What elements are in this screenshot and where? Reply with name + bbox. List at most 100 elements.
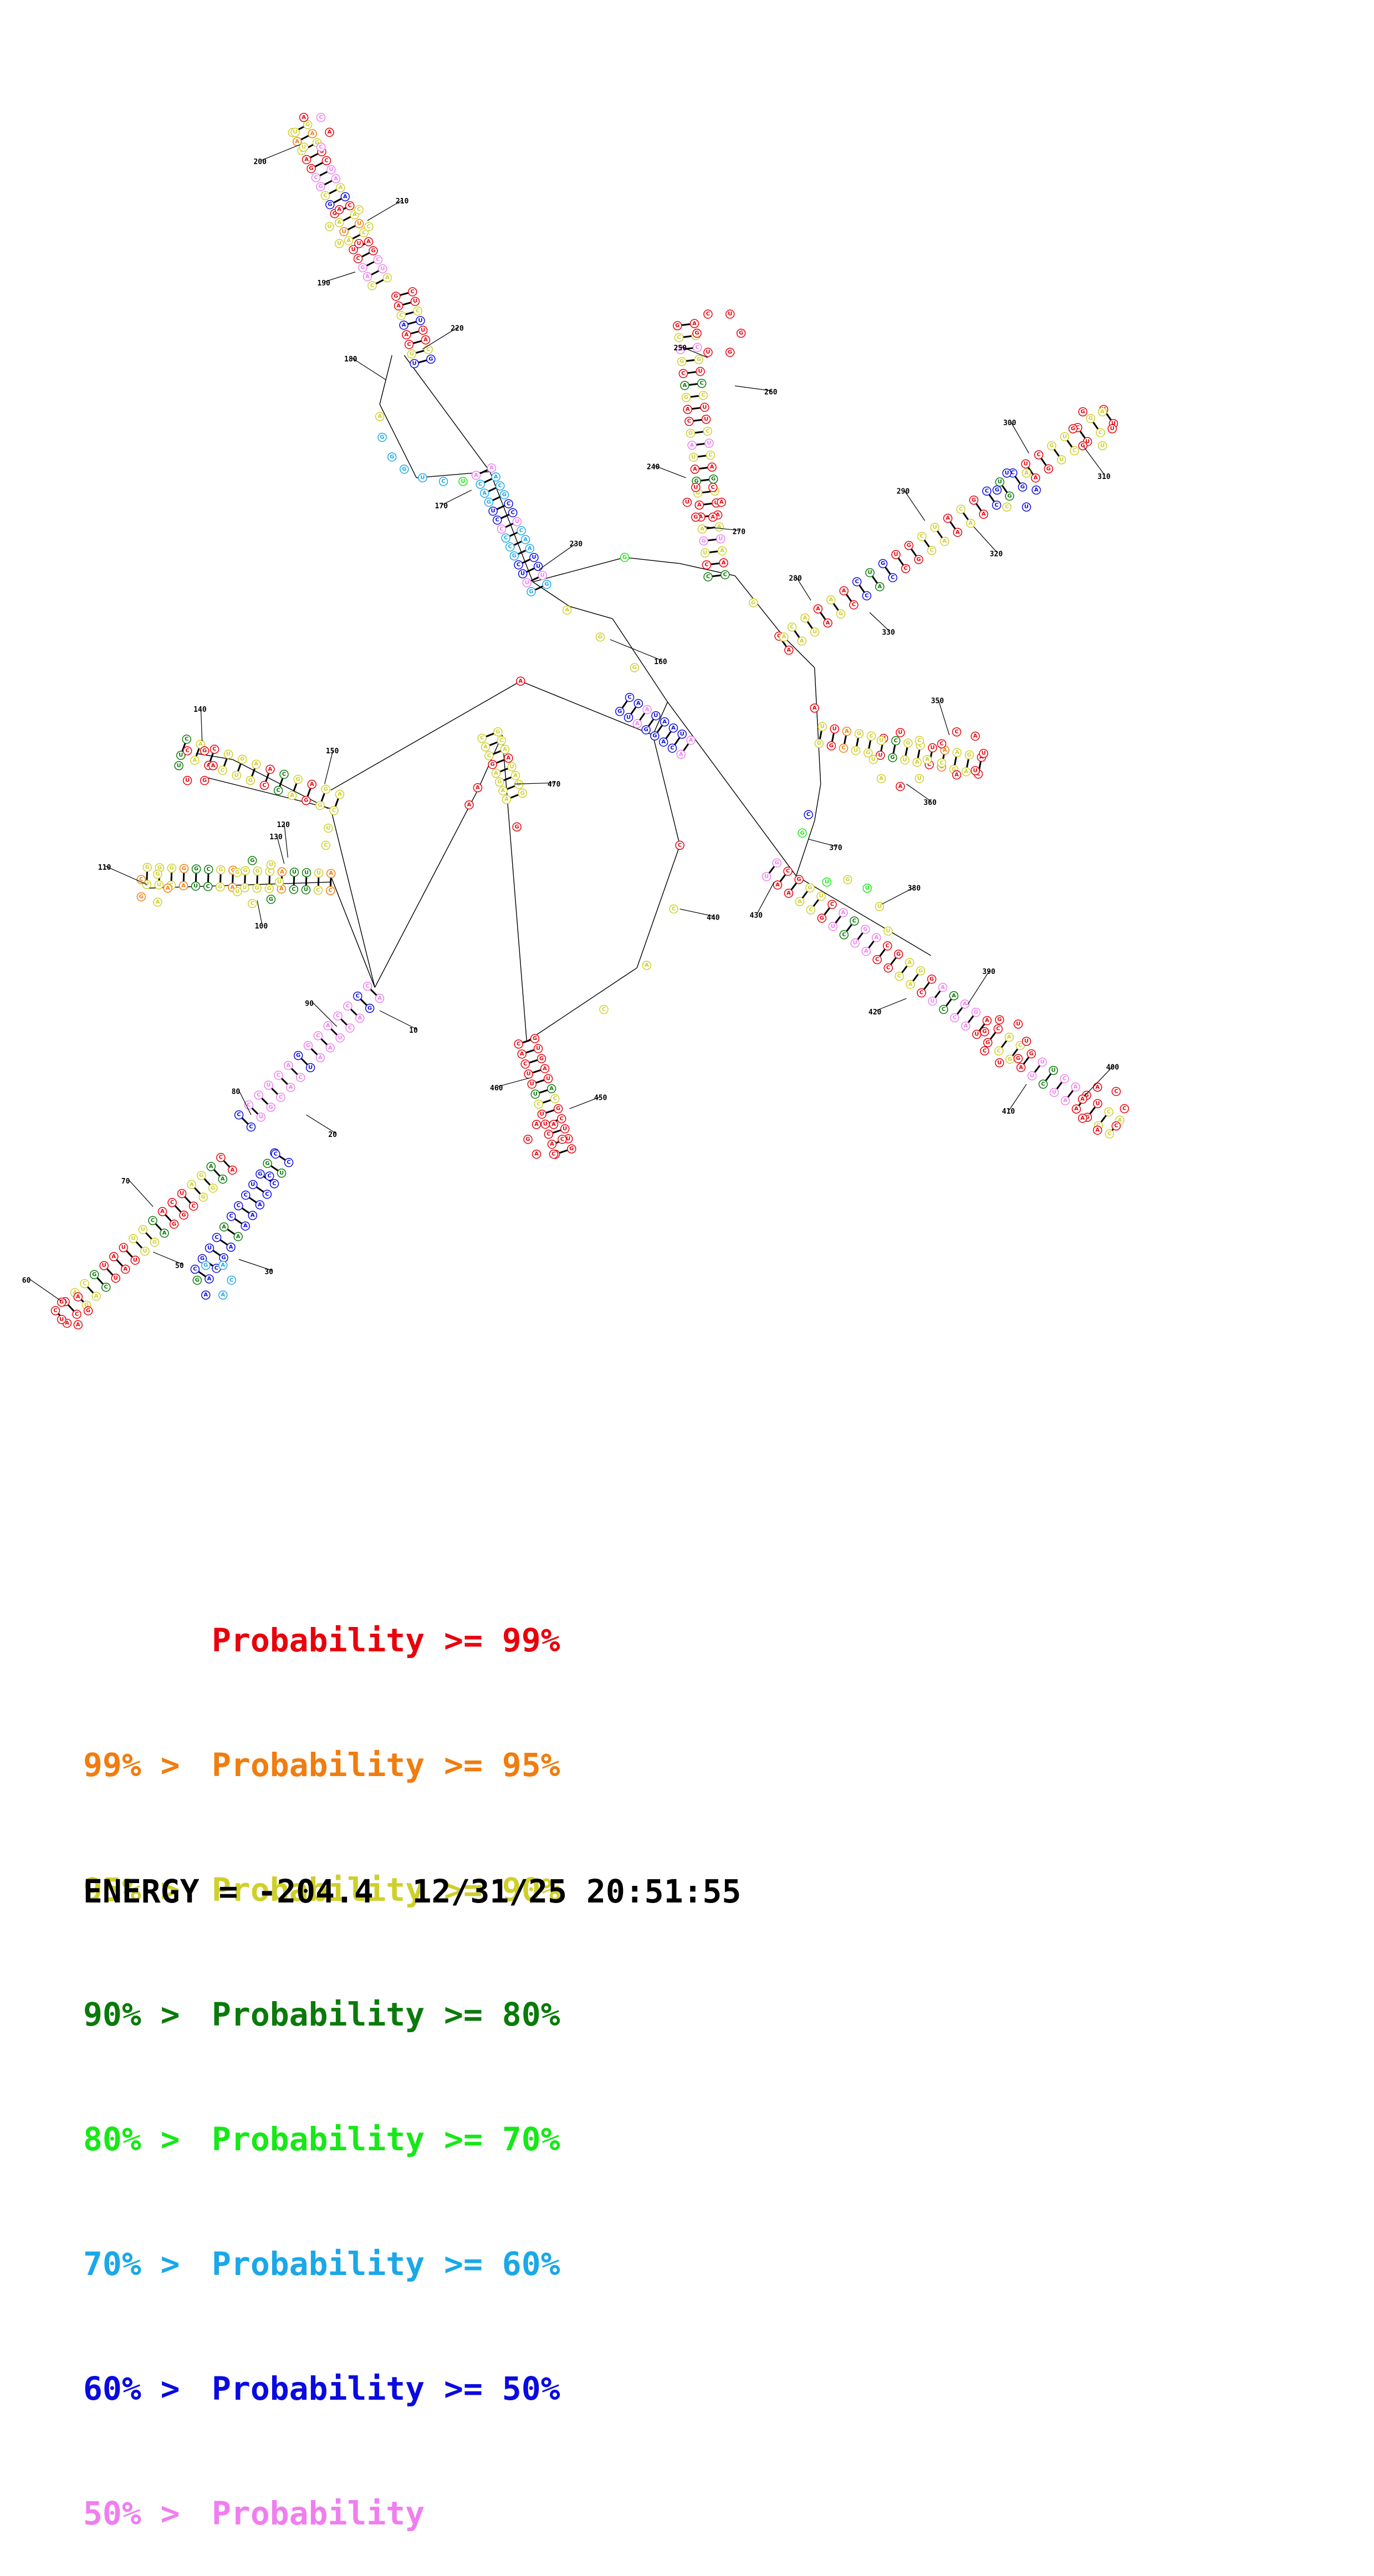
legend-row-50: 60% > Probability >= 50%: [83, 2368, 560, 2410]
nucleotide-letter: G: [487, 499, 491, 505]
nucleotide: [651, 711, 661, 721]
nucleotide: [358, 263, 367, 273]
label-leader: [324, 749, 334, 784]
nucleotide-letter: A: [700, 526, 704, 532]
nucleotide-letter: A: [1118, 1117, 1122, 1123]
nucleotide: [218, 1174, 228, 1184]
nucleotide-letter: U: [706, 349, 710, 355]
nucleotide: [334, 239, 344, 248]
nucleotide-letter: A: [719, 499, 724, 506]
nucleotide-letter: C: [324, 157, 328, 164]
nucleotide: [530, 1089, 540, 1099]
nucleotide: [226, 1242, 236, 1252]
nucleotide-letter: U: [917, 776, 922, 782]
nucleotide-letter: U: [877, 904, 882, 910]
nucleotide-letter: C: [244, 1192, 248, 1198]
nucleotide-letter: C: [499, 526, 503, 532]
nucleotide-letter: C: [917, 737, 921, 743]
nucleotide-letter: G: [269, 896, 273, 902]
nucleotide: [828, 922, 838, 931]
nucleotide-letter: C: [249, 1124, 253, 1130]
nucleotide-letter: C: [687, 419, 691, 425]
nucleotide: [274, 877, 284, 887]
nucleotide-letter: U: [703, 550, 707, 556]
nucleotide: [1096, 428, 1105, 437]
nucleotide: [495, 481, 505, 491]
nucleotide-letter: U: [131, 1236, 135, 1242]
position-label: 240: [647, 463, 660, 471]
nucleotide-letter: U: [157, 882, 161, 888]
nucleotide-letter: U: [351, 247, 356, 253]
nucleotide: [700, 548, 710, 558]
nucleotide: [850, 938, 860, 948]
nucleotide: [703, 572, 713, 581]
nucleotide: [418, 325, 428, 335]
nucleotide-letter: A: [842, 588, 846, 594]
nucleotide: [772, 858, 782, 868]
nucleotide: [1038, 1057, 1047, 1067]
nucleotide: [979, 748, 988, 758]
nucleotide: [517, 526, 526, 535]
nucleotide: [595, 632, 605, 642]
nucleotide-letter: U: [819, 893, 823, 899]
nucleotide-letter: C: [602, 1007, 606, 1013]
nucleotide-letter: C: [247, 1102, 251, 1108]
label-leader: [497, 1078, 529, 1087]
nucleotide-letter: G: [974, 1009, 978, 1016]
nucleotide-letter: A: [198, 741, 203, 747]
nucleotide: [599, 1004, 609, 1014]
nucleotide: [797, 636, 806, 646]
nucleotide: [375, 412, 385, 421]
nucleotide-letter: A: [328, 1045, 333, 1051]
nucleotide: [205, 1243, 214, 1253]
nucleotide: [290, 127, 300, 137]
nucleotide: [787, 622, 797, 632]
position-label: 250: [674, 344, 687, 353]
nucleotide-letter: G: [402, 466, 406, 472]
position-label: 90: [305, 999, 314, 1008]
nucleotide: [80, 1279, 89, 1288]
nucleotide: [179, 1210, 188, 1220]
nucleotide: [121, 1264, 130, 1274]
nucleotide-letter: A: [841, 910, 845, 916]
nucleotide: [1021, 1037, 1031, 1046]
position-label: 410: [1002, 1108, 1015, 1116]
nucleotide: [896, 728, 905, 737]
nucleotide-letter: A: [236, 1233, 241, 1239]
nucleotide: [905, 958, 915, 967]
nucleotide-letter: A: [209, 1164, 213, 1170]
nucleotide: [313, 1031, 323, 1040]
nucleotide: [1049, 1088, 1059, 1097]
nucleotide: [335, 789, 345, 799]
nucleotide-letter: U: [532, 554, 536, 560]
nucleotide-letter: U: [704, 416, 708, 422]
nucleotide: [690, 465, 700, 474]
nucleotide-letter: C: [504, 535, 508, 541]
nucleotide: [784, 645, 794, 655]
nucleotide: [938, 983, 948, 992]
nucleotide-letter: U: [102, 1263, 106, 1269]
nucleotide: [353, 991, 362, 1001]
nucleotide-letter: A: [94, 1293, 99, 1299]
nucleotide-letter: G: [890, 754, 895, 761]
nucleotide-letter: C: [704, 562, 708, 568]
nucleotide: [505, 542, 515, 552]
nucleotide-letter: C: [299, 1074, 303, 1080]
nucleotide: [549, 1149, 559, 1159]
nucleotide: [818, 722, 827, 732]
nucleotide-letter: G: [739, 330, 743, 336]
nucleotide-letter: C: [276, 787, 280, 793]
nucleotide-letter: G: [684, 394, 688, 400]
nucleotide: [642, 705, 652, 715]
nucleotide: [316, 182, 325, 191]
nucleotide-letter: U: [685, 499, 689, 506]
nucleotide-letter: G: [296, 776, 300, 782]
nucleotide: [418, 473, 427, 483]
nucleotide: [516, 676, 525, 686]
nucleotide: [953, 528, 963, 537]
nucleotide: [862, 884, 872, 893]
nucleotide: [271, 1149, 280, 1159]
nucleotide-letter: U: [525, 580, 529, 586]
nucleotide-letter: A: [203, 1292, 208, 1298]
nucleotide-letter: G: [155, 871, 160, 878]
